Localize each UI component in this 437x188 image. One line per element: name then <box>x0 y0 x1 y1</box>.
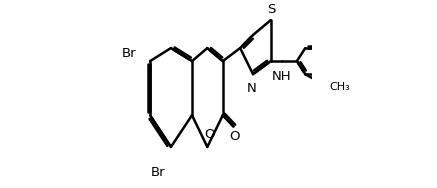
Text: N: N <box>247 82 257 95</box>
Text: NH: NH <box>272 70 292 83</box>
Text: S: S <box>267 3 276 16</box>
Text: Br: Br <box>121 47 136 60</box>
Text: Br: Br <box>151 166 165 179</box>
Text: CH₃: CH₃ <box>329 82 350 92</box>
Text: O: O <box>229 130 239 143</box>
Text: O: O <box>204 128 215 141</box>
